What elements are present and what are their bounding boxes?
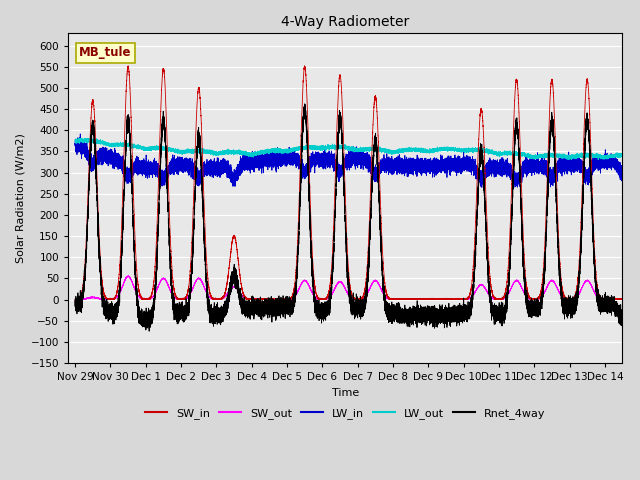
LW_in	[72, 145, 80, 151]
SW_in	[584, 83, 592, 89]
SW_in	[619, 297, 627, 302]
SW_in	[251, 297, 259, 302]
Rnet_4way	[201, 248, 209, 253]
LW_in	[120, 162, 127, 168]
Line: SW_out: SW_out	[75, 276, 623, 300]
SW_in	[201, 218, 209, 224]
SW_out	[120, 281, 127, 287]
LW_in	[76, 131, 84, 137]
Rnet_4way	[120, 205, 127, 211]
Line: LW_out: LW_out	[75, 138, 623, 160]
LW_out	[76, 135, 84, 141]
LW_out	[120, 143, 127, 149]
SW_out	[172, 295, 179, 301]
LW_out	[71, 140, 79, 145]
SW_out	[251, 297, 259, 302]
LW_in	[478, 184, 486, 190]
Legend: SW_in, SW_out, LW_in, LW_out, Rnet_4way: SW_in, SW_out, LW_in, LW_out, Rnet_4way	[140, 404, 550, 423]
Rnet_4way	[619, 316, 627, 322]
X-axis label: Time: Time	[332, 388, 359, 397]
Y-axis label: Solar Radiation (W/m2): Solar Radiation (W/m2)	[15, 133, 25, 263]
LW_out	[584, 154, 592, 159]
LW_in	[172, 168, 179, 174]
Line: Rnet_4way: Rnet_4way	[75, 104, 623, 331]
SW_out	[619, 297, 627, 302]
Rnet_4way	[584, 119, 592, 124]
Rnet_4way	[71, 298, 79, 304]
LW_out	[619, 153, 627, 158]
LW_in	[71, 141, 79, 146]
SW_out	[72, 297, 80, 302]
Rnet_4way	[251, 306, 259, 312]
LW_out	[251, 151, 259, 157]
LW_out	[595, 157, 602, 163]
SW_in	[71, 297, 79, 302]
LW_in	[619, 172, 627, 178]
Line: LW_in: LW_in	[75, 134, 623, 187]
Rnet_4way	[301, 101, 308, 107]
LW_out	[172, 147, 179, 153]
LW_out	[72, 139, 80, 145]
SW_out	[201, 286, 209, 291]
LW_out	[201, 149, 209, 155]
SW_in	[120, 175, 127, 180]
SW_out	[584, 278, 592, 284]
LW_in	[251, 160, 259, 166]
SW_out	[71, 297, 79, 302]
Rnet_4way	[145, 328, 153, 334]
Line: SW_in: SW_in	[75, 66, 623, 300]
Rnet_4way	[172, 312, 179, 318]
Title: 4-Way Radiometer: 4-Way Radiometer	[281, 15, 410, 29]
SW_out	[125, 273, 132, 279]
SW_in	[172, 292, 179, 298]
SW_in	[124, 63, 132, 69]
Text: MB_tule: MB_tule	[79, 46, 132, 59]
Rnet_4way	[72, 302, 80, 308]
LW_in	[584, 170, 592, 176]
LW_in	[201, 166, 209, 171]
SW_in	[72, 296, 80, 301]
